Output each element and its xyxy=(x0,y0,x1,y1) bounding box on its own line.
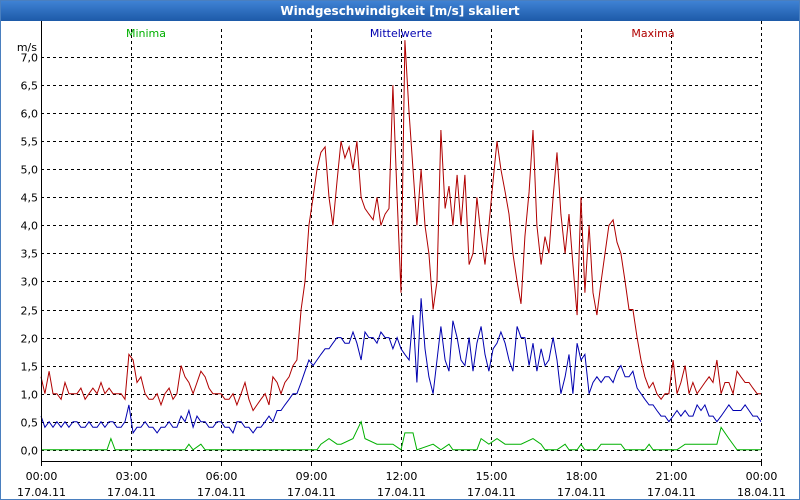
x-tick-time: 06:00 xyxy=(206,470,238,483)
x-tick-time: 12:00 xyxy=(386,470,418,483)
y-tick-label: 0,0 xyxy=(21,445,39,458)
x-tick-date: 17.04.11 xyxy=(557,486,606,499)
x-tick-time: 21:00 xyxy=(656,470,688,483)
legend: Minima Mittelwerte Maxima xyxy=(126,27,675,40)
x-tick-date: 17.04.11 xyxy=(197,486,246,499)
x-tick-time: 00:00 xyxy=(26,470,58,483)
x-tick-date: 17.04.11 xyxy=(107,486,156,499)
series-line-mittelwerte xyxy=(40,298,762,435)
y-tick-label: 1,5 xyxy=(21,361,39,374)
x-tick-time: 03:00 xyxy=(116,470,148,483)
grid xyxy=(41,29,761,461)
x-tick-date: 17.04.11 xyxy=(647,486,696,499)
y-tick-label: 6,0 xyxy=(21,108,39,121)
x-tick-time: 09:00 xyxy=(296,470,328,483)
x-tick-date: 18.04.11 xyxy=(737,486,786,499)
y-tick-label: 2,5 xyxy=(21,305,39,318)
legend-mittelwerte: Mittelwerte xyxy=(370,27,433,40)
legend-maxima: Maxima xyxy=(631,27,674,40)
y-tick-label: 1,0 xyxy=(21,389,39,402)
y-tick-label: 4,0 xyxy=(21,220,39,233)
x-tick-date: 17.04.11 xyxy=(377,486,426,499)
x-tick-time: 00:00 xyxy=(746,470,778,483)
y-tick-label: 2,0 xyxy=(21,333,39,346)
x-tick-time: 18:00 xyxy=(566,470,598,483)
tick-labels: 0,0 0,5 1,0 1,5 2,0 2,5 3,0 3,5 4,0 4,5 5,0 5,5 6,0 6… xyxy=(17,41,786,499)
series-line-minima xyxy=(41,420,761,451)
legend-minima: Minima xyxy=(126,27,166,40)
x-tick-date: 17.04.11 xyxy=(17,486,66,499)
y-tick-label: 7,0 xyxy=(21,52,39,65)
axes xyxy=(41,21,762,466)
y-tick-label: 5,5 xyxy=(21,136,39,149)
y-tick-label: 4,5 xyxy=(21,192,39,205)
x-tick-date: 17.04.11 xyxy=(467,486,516,499)
y-tick-label: 3,0 xyxy=(21,276,39,289)
x-tick-date: 17.04.11 xyxy=(287,486,336,499)
chart-title: Windgeschwindigkeit [m/s] skaliert xyxy=(1,1,799,21)
y-axis-label: m/s xyxy=(17,41,37,54)
series-line-maxima xyxy=(40,40,761,412)
y-tick-label: 5,0 xyxy=(21,164,39,177)
series-lines xyxy=(40,40,762,451)
y-tick-label: 3,5 xyxy=(21,248,39,261)
y-tick-label: 6,5 xyxy=(21,80,39,93)
y-tick-label: 0,5 xyxy=(21,417,39,430)
x-tick-time: 15:00 xyxy=(476,470,508,483)
